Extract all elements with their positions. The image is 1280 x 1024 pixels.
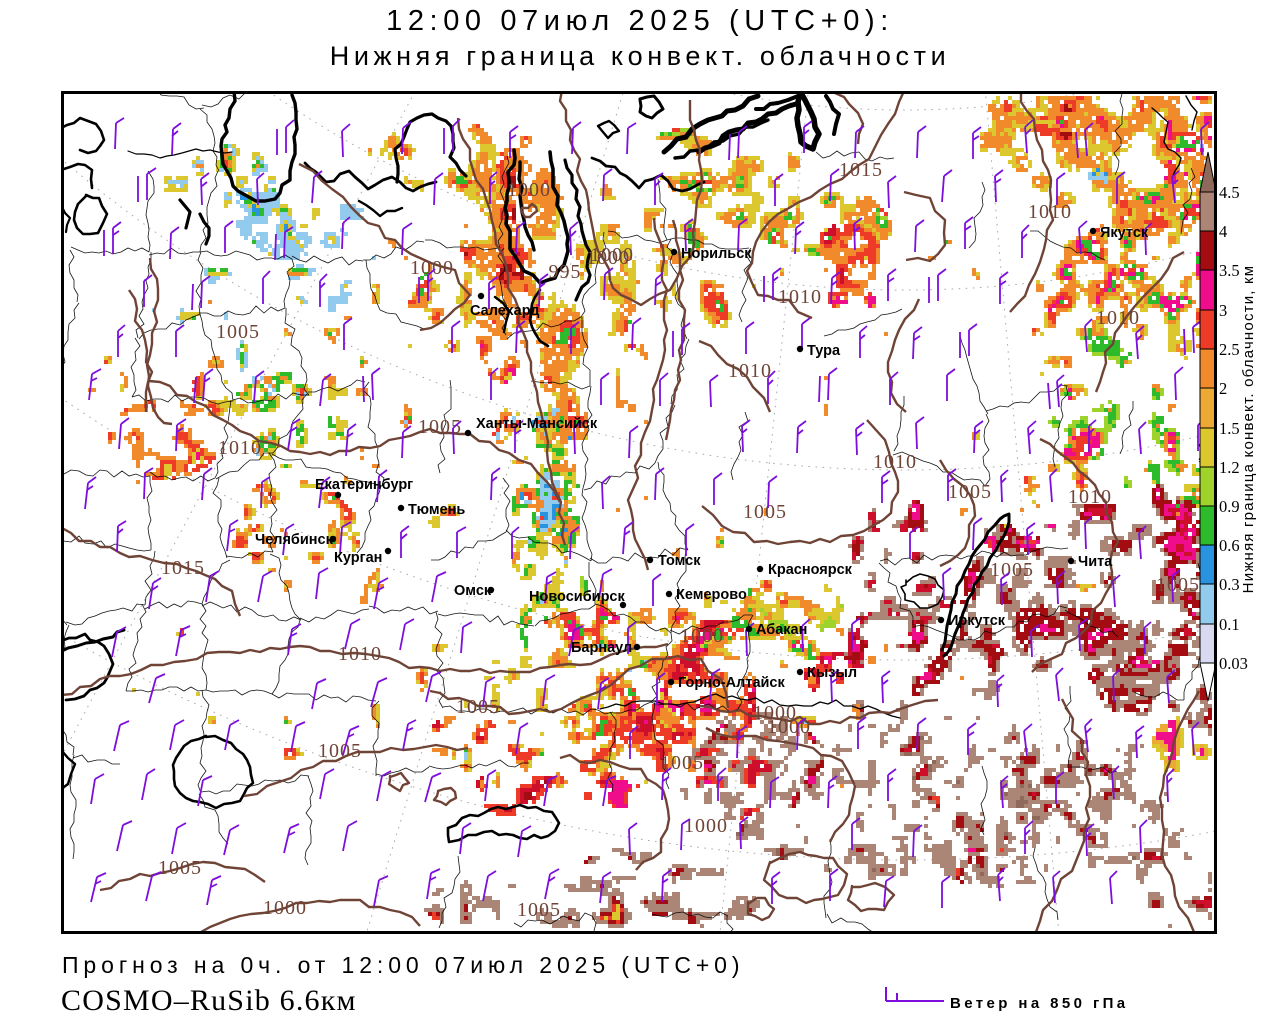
svg-text:Ветер на 850 гПа: Ветер на 850 гПа: [950, 995, 1129, 1012]
svg-text:1010: 1010: [338, 643, 382, 665]
svg-text:995: 995: [549, 261, 582, 283]
svg-text:3.5: 3.5: [1219, 261, 1240, 280]
svg-text:1000: 1000: [753, 702, 797, 724]
svg-text:Красноярск: Красноярск: [768, 562, 853, 578]
svg-text:4: 4: [1219, 222, 1227, 241]
svg-text:Чита: Чита: [1078, 554, 1113, 570]
svg-text:1000: 1000: [590, 244, 634, 266]
svg-text:0.6: 0.6: [1219, 536, 1240, 555]
svg-text:1010: 1010: [728, 360, 772, 382]
svg-text:Курган: Курган: [334, 550, 382, 566]
svg-text:Иркутск: Иркутск: [948, 613, 1006, 629]
svg-text:4.5: 4.5: [1219, 183, 1240, 202]
svg-text:1015: 1015: [161, 557, 205, 579]
svg-text:Кызыл: Кызыл: [807, 665, 857, 681]
svg-text:0.1: 0.1: [1219, 615, 1240, 634]
svg-text:1005: 1005: [517, 899, 561, 921]
svg-text:COSMO–RuSib 6.6км: COSMO–RuSib 6.6км: [61, 984, 357, 1017]
svg-text:1005: 1005: [318, 740, 362, 762]
svg-text:1000: 1000: [767, 716, 811, 738]
svg-text:1005: 1005: [158, 857, 202, 879]
svg-text:Омск: Омск: [454, 583, 492, 599]
svg-text:1000: 1000: [507, 179, 551, 201]
svg-text:Томск: Томск: [658, 553, 701, 569]
svg-text:Ханты-Мансийск: Ханты-Мансийск: [476, 416, 598, 432]
svg-text:Горно-Алтайск: Горно-Алтайск: [678, 675, 785, 691]
svg-text:0.03: 0.03: [1219, 654, 1248, 673]
svg-text:1010: 1010: [1028, 201, 1072, 223]
svg-text:Кемерово: Кемерово: [676, 587, 747, 603]
svg-text:Екатеринбург: Екатеринбург: [315, 477, 413, 493]
svg-text:Норильск: Норильск: [681, 246, 752, 262]
svg-text:2: 2: [1219, 379, 1227, 398]
svg-text:Прогноз на 0ч. от 12:00 07июл: Прогноз на 0ч. от 12:00 07июл 2025 (UTC+…: [62, 952, 744, 978]
svg-text:1010: 1010: [1096, 307, 1140, 329]
svg-text:1000: 1000: [684, 815, 728, 837]
svg-text:1010: 1010: [1068, 486, 1112, 508]
svg-text:1.2: 1.2: [1219, 458, 1240, 477]
svg-text:1000: 1000: [263, 897, 307, 919]
svg-text:1000: 1000: [680, 625, 724, 647]
svg-text:1010: 1010: [778, 286, 822, 308]
svg-text:1010: 1010: [218, 437, 262, 459]
svg-text:Тюмень: Тюмень: [408, 502, 465, 518]
svg-text:1000: 1000: [586, 247, 630, 269]
svg-text:Челябинск: Челябинск: [255, 532, 334, 548]
svg-text:2.5: 2.5: [1219, 340, 1240, 359]
svg-text:0.9: 0.9: [1219, 497, 1240, 516]
svg-text:Тура: Тура: [807, 343, 841, 359]
svg-text:1005: 1005: [418, 416, 462, 438]
svg-text:1005: 1005: [456, 696, 500, 718]
svg-text:Якутск: Якутск: [1100, 225, 1149, 241]
svg-text:Нижняя граница конвект. облачн: Нижняя граница конвект. облачности: [330, 41, 951, 71]
svg-text:1010: 1010: [873, 451, 917, 473]
svg-text:1005: 1005: [948, 481, 992, 503]
svg-text:1005: 1005: [743, 501, 787, 523]
svg-text:12:00 07июл 2025 (UTC+0):: 12:00 07июл 2025 (UTC+0):: [386, 5, 894, 37]
svg-text:1000: 1000: [410, 257, 454, 279]
svg-text:1005: 1005: [216, 321, 260, 343]
svg-text:1.5: 1.5: [1219, 419, 1240, 438]
svg-text:1005: 1005: [990, 559, 1034, 581]
svg-text:1005: 1005: [1156, 574, 1200, 596]
svg-text:0.3: 0.3: [1219, 575, 1240, 594]
svg-text:3: 3: [1219, 301, 1227, 320]
svg-text:Салехард: Салехард: [470, 303, 539, 319]
svg-text:1015: 1015: [839, 159, 883, 181]
svg-text:Абакан: Абакан: [756, 622, 807, 638]
svg-text:Нижняя граница конвект. облачн: Нижняя граница конвект. облачности, км: [1240, 265, 1257, 594]
svg-text:Новосибирск: Новосибирск: [529, 589, 625, 605]
svg-text:Барнаул: Барнаул: [571, 640, 632, 656]
